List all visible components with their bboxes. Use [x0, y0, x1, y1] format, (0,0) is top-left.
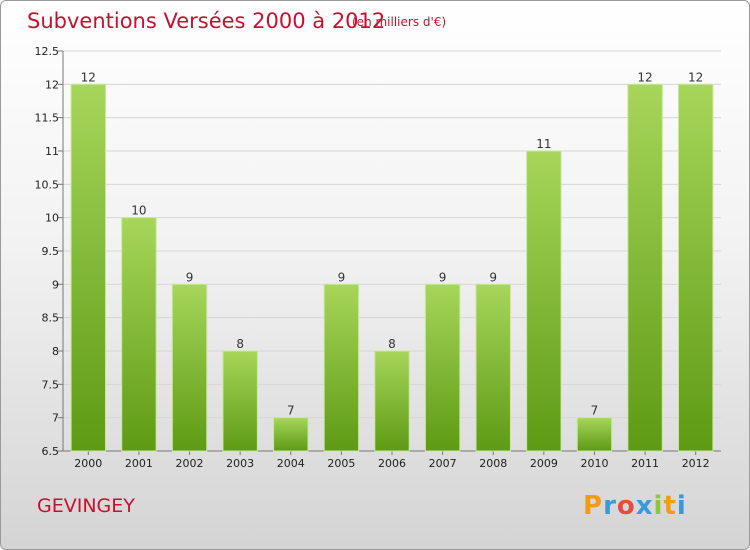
- x-tick-label: 2012: [682, 457, 710, 470]
- bar-2006: [374, 350, 410, 452]
- bar-2000: [70, 83, 107, 452]
- y-tick-label: 9.5: [42, 245, 60, 258]
- logo-letter: t: [663, 491, 677, 521]
- x-tick-label: 2006: [378, 457, 406, 470]
- data-label: 8: [236, 337, 244, 351]
- data-label: 12: [81, 70, 96, 84]
- logo-letter: o: [616, 491, 636, 521]
- y-tick-label: 7.5: [42, 378, 60, 391]
- bar-2004: [273, 417, 309, 452]
- y-tick-label: 11: [45, 145, 59, 158]
- x-tick-label: 2004: [277, 457, 305, 470]
- chart-title: Subventions Versées 2000 à 2012: [27, 9, 386, 33]
- logo-letter: r: [603, 491, 617, 521]
- logo-letter: x: [635, 491, 654, 521]
- bar-2007: [424, 283, 461, 452]
- x-tick-label: 2008: [479, 457, 507, 470]
- y-tick-label: 10: [45, 212, 59, 225]
- logo-letter: i: [676, 491, 687, 521]
- data-label: 7: [591, 404, 599, 418]
- data-label: 10: [131, 204, 146, 218]
- data-label: 9: [489, 270, 497, 284]
- y-tick-label: 6.5: [42, 445, 60, 458]
- y-tick-label: 8.5: [42, 312, 60, 325]
- bar-2001: [121, 217, 157, 452]
- x-tick-label: 2010: [580, 457, 608, 470]
- data-label: 9: [186, 270, 194, 284]
- x-tick-label: 2009: [530, 457, 558, 470]
- data-label: 12: [688, 70, 703, 84]
- y-tick-label: 12: [45, 78, 59, 91]
- bar-2011: [627, 83, 663, 452]
- data-label: 11: [536, 137, 551, 151]
- data-label: 9: [338, 270, 346, 284]
- bar-2005: [323, 283, 360, 452]
- bar-2009: [526, 150, 562, 452]
- y-tick-label: 11.5: [35, 112, 60, 125]
- x-tick-label: 2002: [176, 457, 204, 470]
- x-tick-label: 2000: [74, 457, 102, 470]
- y-tick-label: 10.5: [35, 178, 60, 191]
- y-tick-label: 12.5: [35, 45, 60, 58]
- bar-2002: [171, 283, 208, 452]
- labels: 6.5 7 7.5 8 8.5 9 9.5 10 10.5 11 11.5 12 12.5 12 2000 1…: [35, 45, 710, 470]
- bars: [70, 83, 714, 452]
- x-tick-label: 2011: [631, 457, 659, 470]
- y-tick-label: 9: [52, 278, 59, 291]
- data-label: 12: [637, 70, 652, 84]
- y-tick-label: 7: [52, 412, 59, 425]
- x-tick-label: 2003: [226, 457, 254, 470]
- chart-subtitle: (en milliers d'€): [352, 15, 447, 29]
- data-label: 8: [388, 337, 396, 351]
- logo-letter: P: [583, 491, 604, 521]
- commune-name: GEVINGEY: [37, 495, 135, 517]
- data-label: 7: [287, 404, 295, 418]
- x-tick-label: 2001: [125, 457, 153, 470]
- x-tick-label: 2007: [429, 457, 457, 470]
- bar-2003: [222, 350, 258, 452]
- data-label: 9: [439, 270, 447, 284]
- bar-2008: [475, 283, 511, 452]
- logo-letter: i: [653, 491, 664, 521]
- y-tick-label: 8: [52, 345, 59, 358]
- bar-2012: [677, 83, 714, 452]
- x-tick-label: 2005: [327, 457, 355, 470]
- proxiti-logo: Proxiti: [583, 491, 687, 521]
- bar-2010: [576, 417, 613, 452]
